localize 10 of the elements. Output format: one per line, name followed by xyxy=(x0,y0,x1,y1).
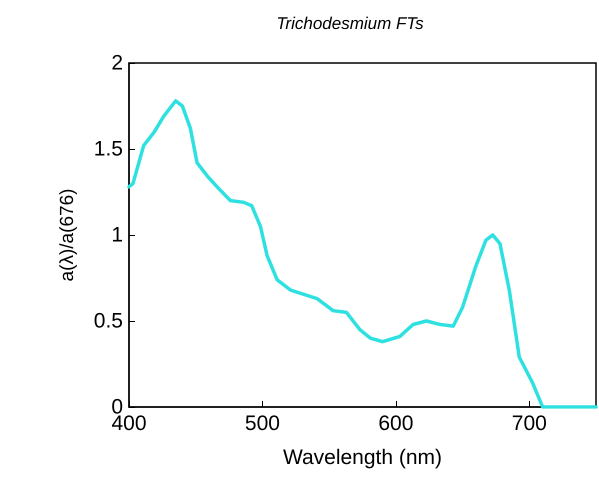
y-tick-label: 1.5 xyxy=(94,138,123,160)
y-tick-label: 2 xyxy=(111,52,123,74)
y-tick-label: 1 xyxy=(111,224,123,246)
y-tick-label: 0.5 xyxy=(94,310,123,332)
y-axis-title: a(λ)/a(676) xyxy=(57,188,78,282)
x-tick-label: 500 xyxy=(244,412,280,435)
x-tick-label: 600 xyxy=(378,412,414,435)
x-tick-label: 700 xyxy=(512,412,547,435)
x-axis-title: Wavelength (nm) xyxy=(282,446,442,469)
chart-title: Trichodesmium FTs xyxy=(276,14,424,33)
